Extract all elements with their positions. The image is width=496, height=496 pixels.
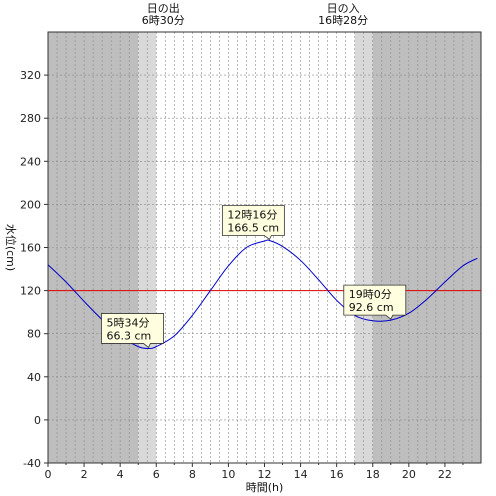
annotation-time: 5時34分 bbox=[106, 316, 149, 329]
x-tick-label: 18 bbox=[366, 468, 380, 481]
x-axis-title: 時間(h) bbox=[246, 481, 284, 494]
annotation-box bbox=[101, 313, 164, 349]
y-tick-label: 320 bbox=[20, 69, 41, 82]
sunrise-time: 6時30分 bbox=[142, 14, 185, 27]
y-tick-label: 0 bbox=[34, 414, 41, 427]
day-night-bands bbox=[48, 32, 481, 463]
annotation-value: 66.3 cm bbox=[106, 329, 151, 342]
x-tick-label: 4 bbox=[117, 468, 124, 481]
annotation-value: 92.6 cm bbox=[349, 301, 394, 314]
x-axis-ticks: 0 2 4 6 8 10 12 14 16 18 20 22 bbox=[45, 463, 464, 481]
y-tick-label: 280 bbox=[20, 112, 41, 125]
y-tick-label: 120 bbox=[20, 285, 41, 298]
y-tick-label: 200 bbox=[20, 198, 41, 211]
night-band bbox=[372, 32, 481, 463]
x-tick-label: 16 bbox=[330, 468, 344, 481]
x-tick-label: 0 bbox=[45, 468, 52, 481]
x-tick-label: 12 bbox=[258, 468, 272, 481]
annotation-value: 166.5 cm bbox=[227, 221, 279, 234]
x-tick-label: 8 bbox=[189, 468, 196, 481]
x-tick-label: 22 bbox=[438, 468, 452, 481]
annotation-box bbox=[221, 205, 285, 241]
sunrise-label: 日の出 bbox=[147, 1, 180, 15]
x-tick-label: 6 bbox=[153, 468, 160, 481]
y-tick-label: -40 bbox=[23, 457, 41, 470]
twilight-band bbox=[354, 32, 373, 463]
y-tick-label: 40 bbox=[27, 371, 41, 384]
y-tick-label: 240 bbox=[20, 155, 41, 168]
y-tick-label: 80 bbox=[27, 328, 41, 341]
annotation-box bbox=[343, 284, 407, 320]
x-tick-label: 10 bbox=[221, 468, 235, 481]
annotation-time: 12時16分 bbox=[227, 208, 277, 221]
y-axis-ticks: -40 0 40 80 120 160 200 240 280 320 bbox=[20, 69, 48, 470]
sunset-time: 16時28分 bbox=[318, 14, 368, 27]
x-tick-label: 20 bbox=[402, 468, 416, 481]
y-tick-label: 160 bbox=[20, 242, 41, 255]
annotation-time: 19時0分 bbox=[349, 288, 392, 301]
x-tick-label: 14 bbox=[294, 468, 308, 481]
x-tick-label: 2 bbox=[81, 468, 88, 481]
twilight-band bbox=[138, 32, 157, 463]
sunset-label: 日の入 bbox=[327, 2, 360, 15]
y-axis-title: 水位(cm) bbox=[4, 224, 18, 271]
